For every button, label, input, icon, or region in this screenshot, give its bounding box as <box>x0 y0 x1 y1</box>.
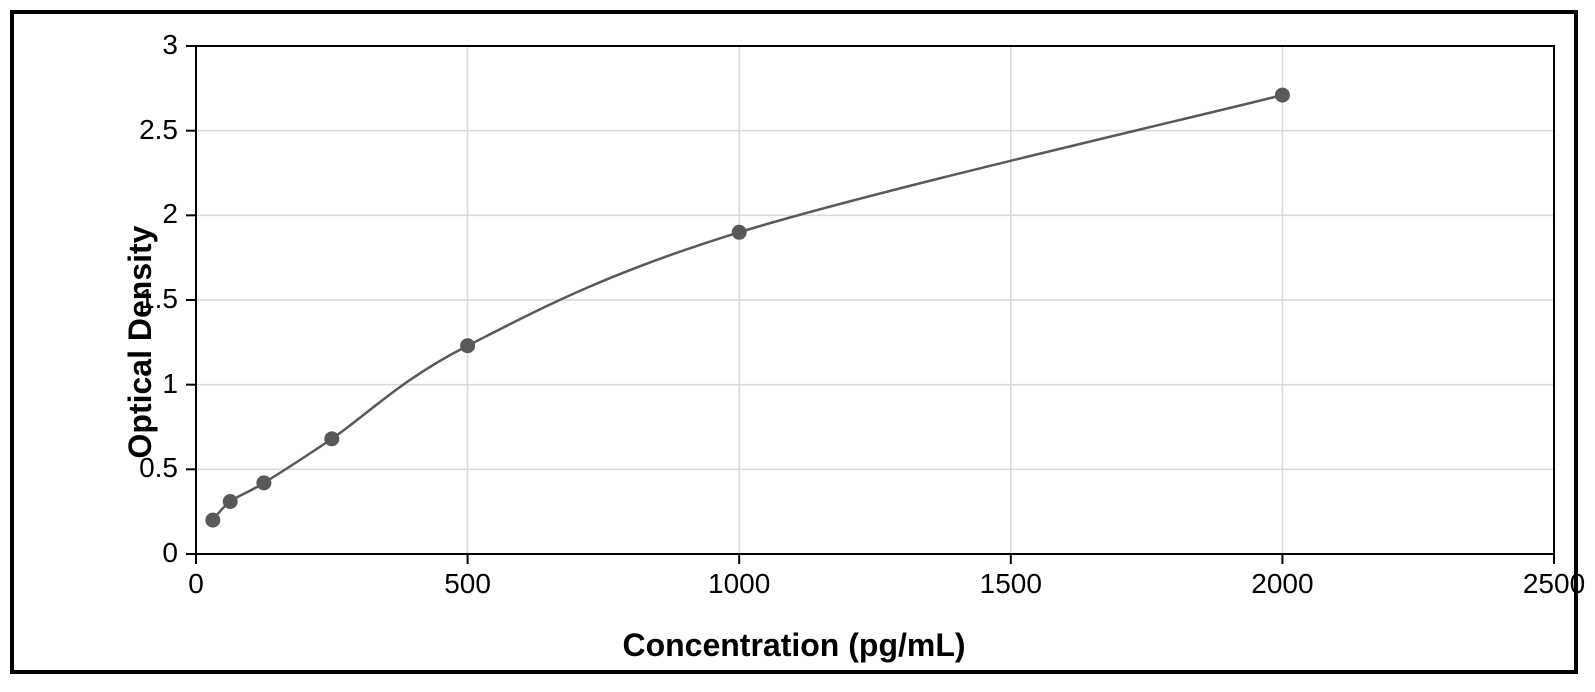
y-tick-label: 1 <box>118 368 178 400</box>
y-tick-label: 0.5 <box>118 452 178 484</box>
x-axis-title: Concentration (pg/mL) <box>622 627 965 664</box>
x-tick-label: 1500 <box>980 568 1042 600</box>
x-tick-label: 2500 <box>1523 568 1585 600</box>
x-tick-label: 2000 <box>1251 568 1313 600</box>
y-tick-label: 2 <box>118 198 178 230</box>
y-tick-label: 1.5 <box>118 283 178 315</box>
chart-stage: Optical Density Concentration (pg/mL) 00… <box>14 14 1574 670</box>
chart-svg <box>14 14 1574 670</box>
x-tick-label: 1000 <box>708 568 770 600</box>
x-tick-label: 500 <box>444 568 491 600</box>
y-tick-label: 0 <box>118 537 178 569</box>
y-tick-label: 2.5 <box>118 114 178 146</box>
y-tick-label: 3 <box>118 29 178 61</box>
x-tick-label: 0 <box>188 568 204 600</box>
y-axis-title: Optical Density <box>122 226 159 459</box>
chart-outer-frame: Optical Density Concentration (pg/mL) 00… <box>10 10 1578 674</box>
